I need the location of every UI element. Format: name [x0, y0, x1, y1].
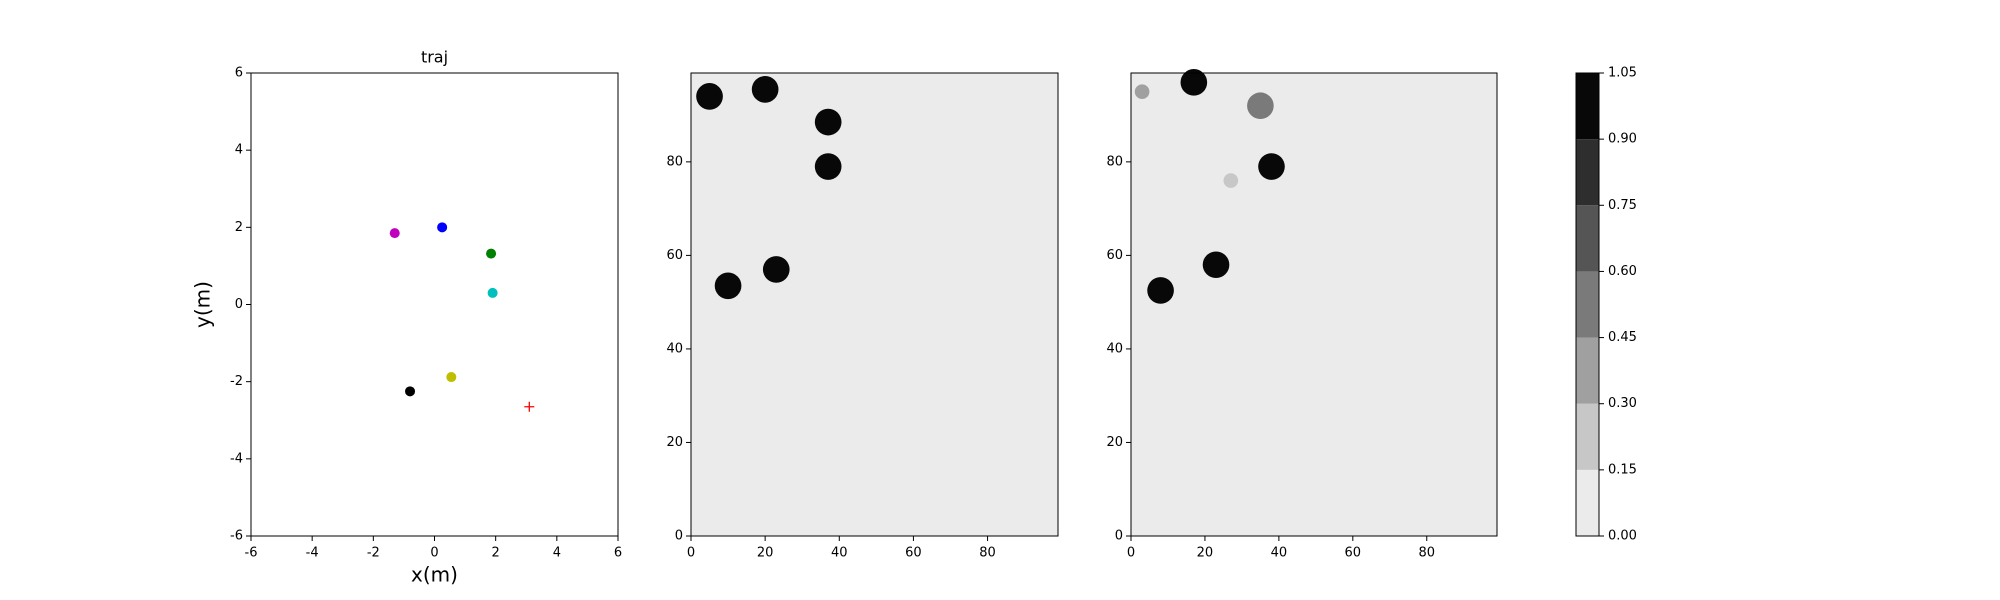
colorbar-band: [1576, 337, 1599, 404]
colorbar-tick-label: 1.05: [1608, 66, 1637, 81]
plot-frame: [690, 72, 1059, 537]
y-tick-label: -2: [230, 374, 243, 389]
colorbar-tick-label: 0.75: [1608, 198, 1637, 213]
x-tick-label: 60: [905, 546, 922, 561]
y-tick-label: 60: [666, 248, 683, 263]
obstacle: [751, 76, 779, 103]
x-tick-label: 40: [831, 546, 848, 561]
obstacle: [696, 83, 723, 110]
x-tick-label: 2: [492, 546, 500, 561]
x-tick-label: 6: [614, 546, 622, 561]
obstacle: [1258, 153, 1285, 180]
y-tick-label: 2: [235, 220, 243, 235]
y-tick-label: 20: [666, 435, 683, 450]
point: [389, 228, 400, 239]
x-tick-label: 40: [1271, 546, 1288, 561]
y-tick-label: -6: [230, 529, 243, 544]
colorbar-band: [1576, 139, 1599, 206]
point: [446, 372, 457, 383]
colorbar-band: [1576, 73, 1599, 140]
colorbar-tick-label: 0.45: [1608, 330, 1637, 345]
colorbar-band: [1576, 271, 1599, 338]
colorbar-tick-label: 0.90: [1608, 132, 1637, 147]
y-tick-label: 40: [666, 341, 683, 356]
x-tick-label: 80: [1418, 546, 1435, 561]
colorbar-band: [1576, 205, 1599, 272]
colorbar-tick-label: 0.00: [1608, 529, 1637, 544]
x-tick-label: -6: [245, 546, 258, 561]
obstacle: [1223, 173, 1239, 188]
y-tick-label: 20: [1106, 435, 1123, 450]
y-tick-label: 6: [235, 66, 243, 81]
y-tick-label: 4: [235, 143, 243, 158]
obstacle: [1147, 277, 1174, 304]
x-tick-label: 0: [1127, 546, 1135, 561]
x-tick-label: 20: [757, 546, 774, 561]
y-tick-label: 0: [675, 529, 683, 544]
colorbar-tick-label: 0.15: [1608, 462, 1637, 477]
obstacle: [1134, 84, 1150, 100]
plot-frame: [250, 72, 619, 537]
obstacle: [814, 153, 842, 180]
colorbar-band: [1576, 403, 1599, 470]
y-axis-label: y(m): [191, 281, 215, 328]
y-tick-label: 0: [1115, 529, 1123, 544]
x-tick-label: 60: [1345, 546, 1362, 561]
map-background: [1131, 73, 1497, 536]
map-background: [691, 73, 1058, 536]
plot-frame: [1130, 72, 1498, 537]
x-tick-label: -2: [367, 546, 380, 561]
point: [487, 287, 498, 298]
y-tick-label: 80: [666, 154, 683, 169]
colorbar-tick-label: 0.30: [1608, 396, 1637, 411]
y-tick-label: 80: [1106, 154, 1123, 169]
point: [524, 401, 535, 412]
point: [437, 222, 448, 233]
point: [486, 248, 497, 259]
colorbar-frame: [1575, 72, 1600, 537]
obstacle: [714, 272, 742, 300]
x-tick-label: 4: [553, 546, 561, 561]
y-tick-label: -4: [230, 451, 243, 466]
x-tick-label: 0: [687, 546, 695, 561]
obstacle: [1202, 251, 1230, 279]
obstacle: [1247, 92, 1274, 120]
point: [405, 386, 416, 397]
colorbar-tick-label: 0.60: [1608, 264, 1637, 279]
chart-title: traj: [421, 48, 448, 67]
obstacle: [762, 256, 790, 283]
x-tick-label: 80: [979, 546, 996, 561]
y-tick-label: 0: [235, 297, 243, 312]
y-tick-label: 60: [1106, 248, 1123, 263]
obstacle: [1180, 69, 1208, 96]
obstacle: [814, 108, 842, 136]
x-axis-label: x(m): [411, 563, 458, 587]
x-tick-label: -4: [306, 546, 319, 561]
x-tick-label: 20: [1197, 546, 1214, 561]
x-tick-label: 0: [430, 546, 438, 561]
colorbar-band: [1576, 469, 1599, 536]
y-tick-label: 40: [1106, 341, 1123, 356]
